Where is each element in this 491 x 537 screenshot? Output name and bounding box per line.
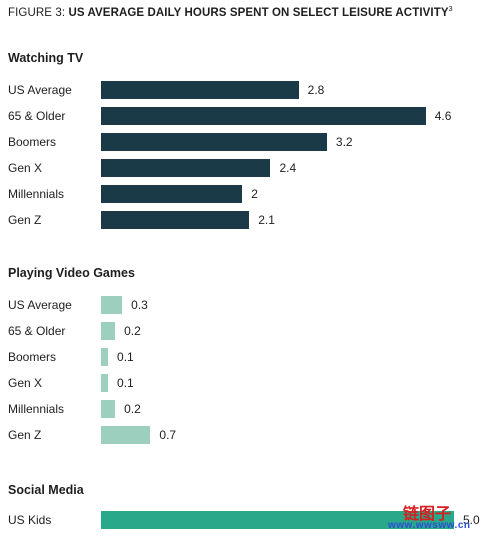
category-label: Boomers [8, 135, 57, 149]
category-label: Gen X [8, 376, 43, 390]
value-label: 2.8 [307, 83, 325, 97]
category-label: 65 & Older [8, 109, 66, 123]
bar [101, 185, 243, 203]
value-label: 5.0 [463, 513, 480, 527]
section-title: Playing Video Games [8, 266, 135, 280]
category-label: US Kids [8, 513, 52, 527]
section-title: Social Media [8, 483, 84, 497]
section-title: Watching TV [8, 51, 84, 65]
figure-label: FIGURE 3: [8, 6, 66, 19]
bar [101, 426, 151, 444]
bar [101, 159, 271, 177]
value-label: 0.1 [117, 376, 134, 390]
bar [101, 348, 109, 366]
value-label: 2.4 [279, 161, 297, 175]
category-label: 65 & Older [8, 324, 66, 338]
category-label: US Average [8, 298, 72, 312]
bar [101, 322, 116, 340]
category-label: Gen Z [8, 213, 42, 227]
value-label: 0.2 [124, 402, 141, 416]
watermark-url: www.wwsww.cn [388, 520, 471, 531]
bar [101, 296, 123, 314]
value-label: 0.1 [117, 350, 134, 364]
title-text: US AVERAGE DAILY HOURS SPENT ON SELECT L… [68, 6, 449, 19]
bar [101, 133, 327, 151]
category-label: Gen Z [8, 428, 42, 442]
bar [101, 374, 109, 392]
bar [101, 511, 454, 529]
chart-title: FIGURE 3: US AVERAGE DAILY HOURS SPENT O… [8, 6, 453, 19]
title-footnote: 3 [448, 6, 453, 13]
watermark-cn: 链图子 [403, 506, 452, 523]
value-label: 2.1 [258, 213, 275, 227]
value-label: 3.2 [335, 135, 353, 149]
value-label: 0.7 [159, 428, 177, 442]
value-label: 0.3 [131, 298, 148, 312]
bar [101, 400, 116, 418]
value-label: 2 [251, 187, 258, 201]
category-label: Millennials [8, 187, 65, 201]
bar [101, 211, 250, 229]
value-label: 4.6 [434, 109, 452, 123]
category-label: Boomers [8, 350, 57, 364]
bar [101, 81, 299, 99]
bar [101, 107, 426, 125]
category-label: US Average [8, 83, 72, 97]
category-label: Gen X [8, 161, 43, 175]
value-label: 0.2 [124, 324, 141, 338]
category-label: Millennials [8, 402, 65, 416]
